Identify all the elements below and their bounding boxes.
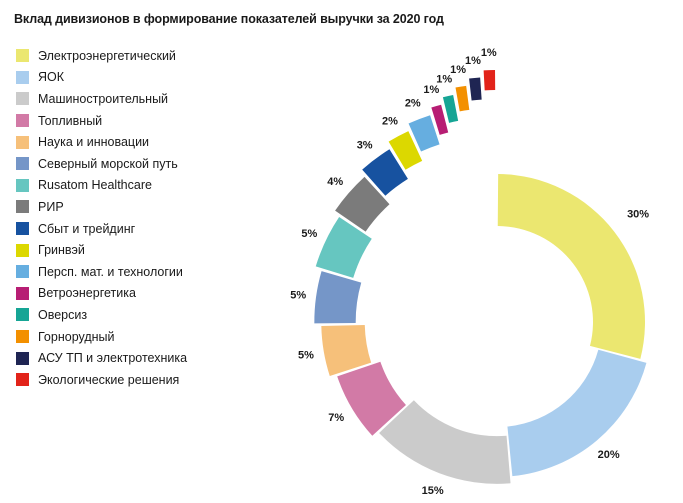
legend-label: АСУ ТП и электротехника xyxy=(38,351,188,366)
legend-label: Горнорудный xyxy=(38,329,115,344)
legend-item: Наука и инновации xyxy=(16,131,187,153)
slice-value-label: 5% xyxy=(301,228,317,240)
legend-swatch xyxy=(16,243,29,257)
legend-item: Гринвэй xyxy=(16,239,187,261)
legend-item: Топливный xyxy=(16,110,187,132)
slice-value-label: 30% xyxy=(627,208,649,220)
legend-swatch xyxy=(16,92,29,106)
legend-swatch xyxy=(16,373,29,387)
donut-slice xyxy=(379,400,511,484)
slice-value-label: 2% xyxy=(382,115,398,127)
donut-slice xyxy=(469,77,482,101)
legend-label: Оверсиз xyxy=(38,307,88,322)
legend-label: Топливный xyxy=(38,113,103,128)
legend-swatch xyxy=(16,265,29,279)
donut-slice xyxy=(442,94,459,123)
legend: Электроэнергетический ЯОК Машиностроительн… xyxy=(16,45,187,391)
donut-slice xyxy=(362,149,408,196)
legend-swatch xyxy=(16,351,29,365)
donut-slice xyxy=(337,361,406,436)
donut-slice xyxy=(431,104,449,135)
legend-item: АСУ ТП и электротехника xyxy=(16,347,187,369)
slice-value-label: 15% xyxy=(422,485,444,497)
donut-slice xyxy=(388,131,423,170)
slice-value-label: 5% xyxy=(298,349,314,361)
legend-item: Машиностроительный xyxy=(16,88,187,110)
legend-item: Сбыт и трейдинг xyxy=(16,218,187,240)
legend-swatch xyxy=(16,178,29,192)
legend-label: Rusatom Healthcare xyxy=(38,178,152,193)
legend-swatch xyxy=(16,330,29,344)
legend-swatch xyxy=(16,70,29,84)
legend-swatch xyxy=(16,135,29,149)
legend-swatch xyxy=(16,222,29,236)
donut-slice xyxy=(314,271,362,324)
legend-item: Оверсиз xyxy=(16,304,187,326)
legend-item: Rusatom Healthcare xyxy=(16,175,187,197)
legend-item: ЯОК xyxy=(16,67,187,89)
legend-swatch xyxy=(16,308,29,322)
chart-title: Вклад дивизионов в формирование показате… xyxy=(14,12,444,26)
legend-item: Экологические решения xyxy=(16,369,187,391)
legend-swatch xyxy=(16,200,29,214)
legend-label: Машиностроительный xyxy=(38,91,169,106)
legend-swatch xyxy=(16,114,29,128)
slice-value-label: 2% xyxy=(405,97,421,109)
legend-swatch xyxy=(16,157,29,171)
legend-label: Электроэнергетический xyxy=(38,48,176,63)
legend-item: Горнорудный xyxy=(16,326,187,348)
slice-value-label: 1% xyxy=(481,47,497,59)
donut-slice xyxy=(335,176,390,232)
slice-value-label: 5% xyxy=(290,290,306,302)
legend-label: ЯОК xyxy=(38,70,65,85)
donut-slice xyxy=(455,85,470,112)
donut-slice xyxy=(497,174,645,359)
legend-item: Ветроэнергетика xyxy=(16,283,187,305)
legend-swatch xyxy=(16,286,29,300)
legend-label: Сбыт и трейдинг xyxy=(38,221,136,236)
donut-slice xyxy=(483,70,496,91)
donut-slice xyxy=(321,325,372,377)
legend-item: РИР xyxy=(16,196,187,218)
legend-item: Северный морской путь xyxy=(16,153,187,175)
legend-label: РИР xyxy=(38,199,64,214)
legend-label: Персп. мат. и технологии xyxy=(38,264,183,279)
slice-value-label: 7% xyxy=(328,412,344,424)
donut-slice xyxy=(408,115,440,152)
legend-swatch xyxy=(16,49,29,63)
slice-value-label: 1% xyxy=(450,64,466,76)
donut-slice xyxy=(315,217,372,278)
slice-value-label: 1% xyxy=(465,55,481,67)
legend-label: Северный морской путь xyxy=(38,156,178,171)
slice-value-label: 4% xyxy=(327,176,343,188)
slice-value-label: 1% xyxy=(436,73,452,85)
legend-label: Экологические решения xyxy=(38,372,180,387)
legend-label: Ветроэнергетика xyxy=(38,286,136,301)
slice-value-label: 1% xyxy=(423,84,439,96)
donut-slice xyxy=(507,349,647,477)
slice-value-label: 3% xyxy=(357,139,373,151)
legend-label: Наука и инновации xyxy=(38,135,150,150)
slice-value-label: 20% xyxy=(598,449,620,461)
legend-label: Гринвэй xyxy=(38,243,85,258)
legend-item: Персп. мат. и технологии xyxy=(16,261,187,283)
legend-item: Электроэнергетический xyxy=(16,45,187,67)
